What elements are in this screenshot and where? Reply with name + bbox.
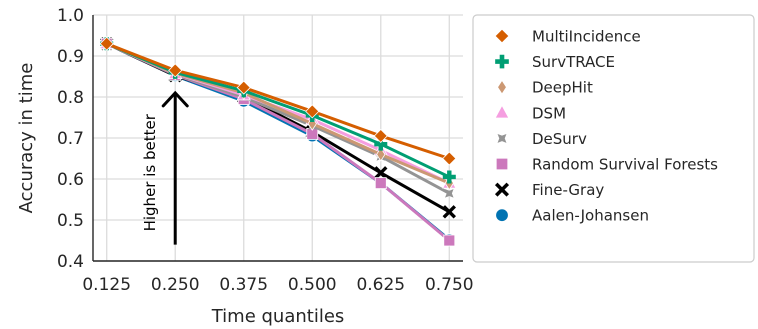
- legend-item-dsm: DSM: [494, 104, 566, 122]
- data-point-random-survival-forests: [443, 234, 456, 247]
- annotation-text: Higher is better: [141, 113, 159, 231]
- series-layer: [99, 35, 457, 247]
- legend-marker-dsm: [494, 104, 510, 119]
- y-tick-label: 0.7: [57, 129, 84, 149]
- legend: MultiIncidence SurvTRACE DeepHit DSM DeSurv R…: [472, 14, 755, 263]
- data-point-random-survival-forests: [374, 177, 387, 190]
- x-tick-label: 0.125: [82, 275, 131, 295]
- legend-item-multiincidence: MultiIncidence: [494, 28, 641, 46]
- y-tick-label: 0.8: [57, 88, 84, 108]
- y-tick-label: 0.5: [57, 211, 84, 231]
- legend-label: DeepHit: [532, 79, 593, 97]
- data-point-multiincidence: [442, 151, 457, 166]
- x-tick-label: 0.375: [219, 275, 268, 295]
- legend-marker-deephit: [497, 79, 507, 95]
- legend-item-desurv: DeSurv: [497, 130, 587, 148]
- y-tick-label: 1.0: [57, 6, 84, 26]
- data-point-deephit: [376, 147, 386, 162]
- data-point-multiincidence: [305, 104, 320, 119]
- data-point-multiincidence: [99, 36, 114, 51]
- x-tick-label: 0.250: [151, 275, 200, 295]
- legend-box: [472, 14, 755, 263]
- data-point-desurv: [445, 189, 454, 198]
- legend-label: Aalen-Johansen: [532, 207, 649, 225]
- axes: 0.4 0.5 0.6 0.7 0.8 0.9 1.0 0.125 0.250 0.375 0.50…: [16, 6, 474, 327]
- legend-item-random-survival-forests: Random Survival Forests: [495, 156, 718, 174]
- series-line-multiincidence: [106, 42, 450, 160]
- y-axis-title: Accuracy in time: [16, 63, 37, 214]
- legend-item-survtrace: SurvTRACE: [495, 53, 615, 71]
- data-point-multiincidence: [373, 128, 388, 144]
- x-tick-label: 0.500: [288, 275, 337, 295]
- legend-item-deephit: DeepHit: [497, 79, 593, 97]
- legend-label: Random Survival Forests: [532, 156, 718, 174]
- legend-label: Fine-Gray: [532, 181, 604, 199]
- legend-marker-multiincidence: [494, 28, 510, 44]
- legend-item-fine-gray: Fine-Gray: [494, 181, 604, 199]
- annotation-arrowhead: [161, 90, 189, 108]
- data-point-survtrace: [374, 137, 388, 151]
- y-tick-label: 0.6: [57, 170, 84, 190]
- x-axis-title: Time quantiles: [211, 306, 345, 327]
- legend-marker-fine-gray: [494, 182, 510, 197]
- data-point-multiincidence: [236, 80, 251, 95]
- legend-label: MultiIncidence: [532, 28, 641, 46]
- data-point-multiincidence: [168, 63, 183, 78]
- data-point-fine-gray: [442, 205, 456, 219]
- legend-marker-aalen-johansen: [495, 208, 509, 222]
- series-multiincidence: [99, 36, 457, 166]
- legend-label: SurvTRACE: [532, 53, 615, 71]
- legend-marker-survtrace: [495, 54, 509, 69]
- data-point-fine-gray: [374, 166, 388, 180]
- x-tick-label: 0.750: [425, 275, 474, 295]
- series-line-survtrace: [106, 42, 450, 179]
- y-tick-label: 0.4: [57, 252, 84, 272]
- legend-marker-random-survival-forests: [495, 157, 509, 171]
- legend-marker-desurv: [497, 133, 507, 143]
- annotation: Higher is better: [141, 90, 189, 245]
- legend-item-aalen-johansen: Aalen-Johansen: [495, 207, 649, 225]
- legend-label: DSM: [532, 104, 566, 122]
- x-tick-label: 0.625: [356, 275, 405, 295]
- y-tick-label: 0.9: [57, 47, 84, 67]
- data-point-survtrace: [442, 170, 456, 184]
- legend-label: DeSurv: [532, 130, 587, 148]
